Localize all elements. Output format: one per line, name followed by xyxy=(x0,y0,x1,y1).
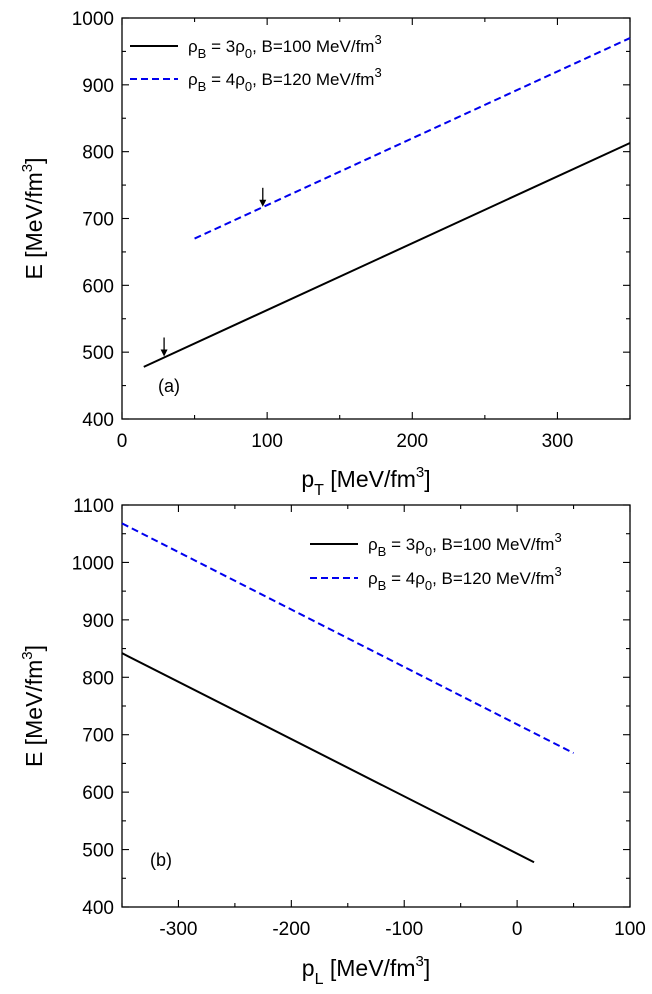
y-axis-label-sup: 3 xyxy=(19,651,36,659)
x-tick-label: 0 xyxy=(512,919,523,940)
x-axis-label-close: ] xyxy=(424,466,430,492)
legend-rho: ρ xyxy=(188,37,198,56)
x-axis-label-main: p xyxy=(302,955,315,981)
y-tick-label: 1000 xyxy=(72,553,114,574)
legend-rest: , B=100 MeV/fm xyxy=(432,535,554,554)
x-axis-label: pT [MeV/fm3] xyxy=(301,464,430,499)
legend-entry-2: ρB = 4ρ0, B=120 MeV/fm3 xyxy=(368,564,562,593)
legend-rest: , B=100 MeV/fm xyxy=(252,37,374,56)
x-axis-label-sub: L xyxy=(315,971,324,988)
x-axis-label-sub: T xyxy=(314,482,324,499)
legend-rho0: ρ xyxy=(415,569,425,588)
y-tick-label: 400 xyxy=(82,898,114,919)
legend-eq: = 4 xyxy=(386,569,415,588)
y-tick-label: 1000 xyxy=(72,9,114,30)
y-tick-label: 700 xyxy=(82,726,114,747)
y-axis-label-main: E [MeV/fm xyxy=(21,660,47,767)
y-axis-label: E [MeV/fm3] xyxy=(19,645,47,767)
legend-entry-1: ρB = 3ρ0, B=100 MeV/fm3 xyxy=(188,32,382,61)
arrow-head xyxy=(259,199,267,207)
x-tick-label: -300 xyxy=(159,919,197,940)
y-axis-label: E [MeV/fm3] xyxy=(19,157,47,279)
legend-rho0: ρ xyxy=(235,70,245,89)
y-tick-label: 1100 xyxy=(73,496,114,517)
legend-rho: ρ xyxy=(368,569,378,588)
legend-rho0-sub: 0 xyxy=(425,578,432,593)
legend-rho: ρ xyxy=(188,70,198,89)
x-axis-label: pL [MeV/fm3] xyxy=(302,953,430,988)
x-axis-label-sup: 3 xyxy=(416,464,424,481)
x-tick-label: -100 xyxy=(385,919,423,940)
x-axis-label-unit: [MeV/fm xyxy=(324,466,416,492)
legend-entry-1: ρB = 3ρ0, B=100 MeV/fm3 xyxy=(368,530,562,559)
x-tick-label: 200 xyxy=(396,431,428,452)
legend-rho0: ρ xyxy=(415,535,425,554)
series-line-2 xyxy=(194,37,631,240)
legend-rho-sub: B xyxy=(378,544,387,559)
legend-eq: = 4 xyxy=(206,70,235,89)
y-tick-label: 500 xyxy=(82,841,114,862)
legend-rest: , B=120 MeV/fm xyxy=(252,70,374,89)
y-axis-label-close: ] xyxy=(21,157,47,163)
legend-entry-2: ρB = 4ρ0, B=120 MeV/fm3 xyxy=(188,65,382,94)
x-tick-label: 300 xyxy=(542,431,574,452)
legend-eq: = 3 xyxy=(386,535,415,554)
series-line-1 xyxy=(121,652,535,864)
y-tick-label: 800 xyxy=(82,668,114,689)
legend-rho0-sub: 0 xyxy=(245,46,252,61)
x-axis-label-unit: [MeV/fm xyxy=(323,955,415,981)
x-tick-label: 100 xyxy=(251,431,283,452)
y-axis-label-sup: 3 xyxy=(19,164,36,172)
legend-rho0: ρ xyxy=(235,37,245,56)
legend-rho0-sub: 0 xyxy=(245,79,252,94)
series-line-1 xyxy=(143,142,631,368)
legend-eq: = 3 xyxy=(206,37,235,56)
legend-rho-sub: B xyxy=(378,578,387,593)
legend-rho0-sub: 0 xyxy=(425,544,432,559)
y-tick-label: 800 xyxy=(82,143,114,164)
y-axis-label-close: ] xyxy=(21,645,47,651)
panel-label: (a) xyxy=(158,376,180,396)
chart-panel-b: -300 -200 -100 0 100 400 500 600 700 800 900 1000 11… xyxy=(19,496,646,988)
legend-rho-sub: B xyxy=(198,46,207,61)
y-axis-label-main: E [MeV/fm xyxy=(21,172,47,279)
x-axis-label-close: ] xyxy=(424,955,430,981)
y-tick-label: 700 xyxy=(82,210,114,231)
legend-sup: 3 xyxy=(374,32,381,47)
legend-sup: 3 xyxy=(374,65,381,80)
legend-sup: 3 xyxy=(554,564,561,579)
legend-rho: ρ xyxy=(368,535,378,554)
legend-rho-sub: B xyxy=(198,79,207,94)
y-tick-label: 400 xyxy=(82,410,114,431)
x-tick-label: -200 xyxy=(272,919,310,940)
y-tick-label: 600 xyxy=(82,783,114,804)
y-tick-label: 900 xyxy=(82,611,114,632)
panel-label: (b) xyxy=(150,850,172,870)
series-line-2 xyxy=(121,522,575,754)
x-axis-label-main: p xyxy=(301,466,314,492)
x-tick-label: 100 xyxy=(614,919,646,940)
y-tick-label: 900 xyxy=(82,76,114,97)
arrow-head xyxy=(160,349,168,357)
x-axis-label-sup: 3 xyxy=(415,953,423,970)
y-tick-label: 600 xyxy=(82,276,114,297)
legend-rest: , B=120 MeV/fm xyxy=(432,569,554,588)
x-tick-label: 0 xyxy=(117,431,128,452)
y-tick-label: 500 xyxy=(82,343,114,364)
legend-sup: 3 xyxy=(554,530,561,545)
